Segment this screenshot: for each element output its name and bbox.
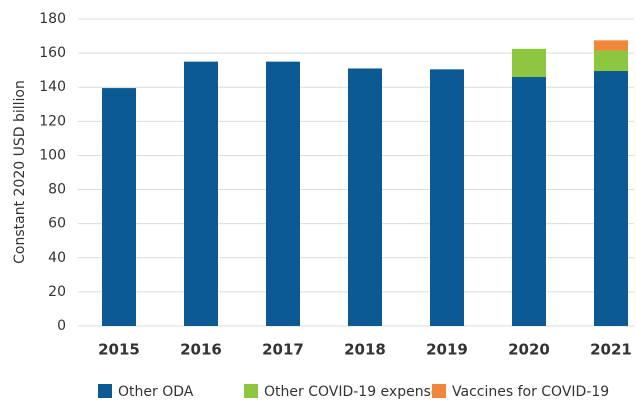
bar-segment (512, 76, 546, 326)
y-tick-label: 80 (48, 182, 66, 198)
bar-segment (594, 40, 628, 51)
bar-segment (594, 71, 628, 327)
legend-label: Other COVID-19 expenses (264, 384, 447, 400)
legend-swatch (432, 384, 446, 398)
bar-segment (512, 48, 546, 77)
legend-swatch (244, 384, 258, 398)
y-tick-label: 120 (39, 113, 66, 129)
x-tick-label: 2019 (426, 341, 468, 359)
y-tick-label: 20 (48, 284, 66, 300)
x-tick-label: 2021 (590, 341, 632, 359)
bar-segment (184, 61, 218, 327)
bar-segment (594, 50, 628, 72)
x-tick-label: 2020 (508, 341, 550, 359)
x-tick-label: 2016 (180, 341, 222, 359)
legend-swatch (98, 384, 112, 398)
y-tick-label: 140 (39, 79, 66, 95)
y-axis-label: Constant 2020 USD billion (12, 80, 28, 264)
x-tick-label: 2015 (98, 341, 140, 359)
bar-segment (102, 88, 136, 326)
y-tick-label: 180 (39, 11, 66, 27)
y-tick-label: 60 (48, 216, 66, 232)
y-tick-label: 100 (39, 147, 66, 163)
legend-label: Other ODA (118, 384, 194, 400)
legend-label: Vaccines for COVID-19 (452, 384, 609, 400)
bar-segment (266, 61, 300, 327)
y-tick-label: 160 (39, 45, 66, 61)
x-tick-label: 2017 (262, 341, 304, 359)
y-tick-label: 0 (57, 318, 66, 334)
y-tick-label: 40 (48, 250, 66, 266)
x-tick-label: 2018 (344, 341, 386, 359)
bar-segment (430, 69, 464, 326)
bar-segment (348, 68, 382, 326)
